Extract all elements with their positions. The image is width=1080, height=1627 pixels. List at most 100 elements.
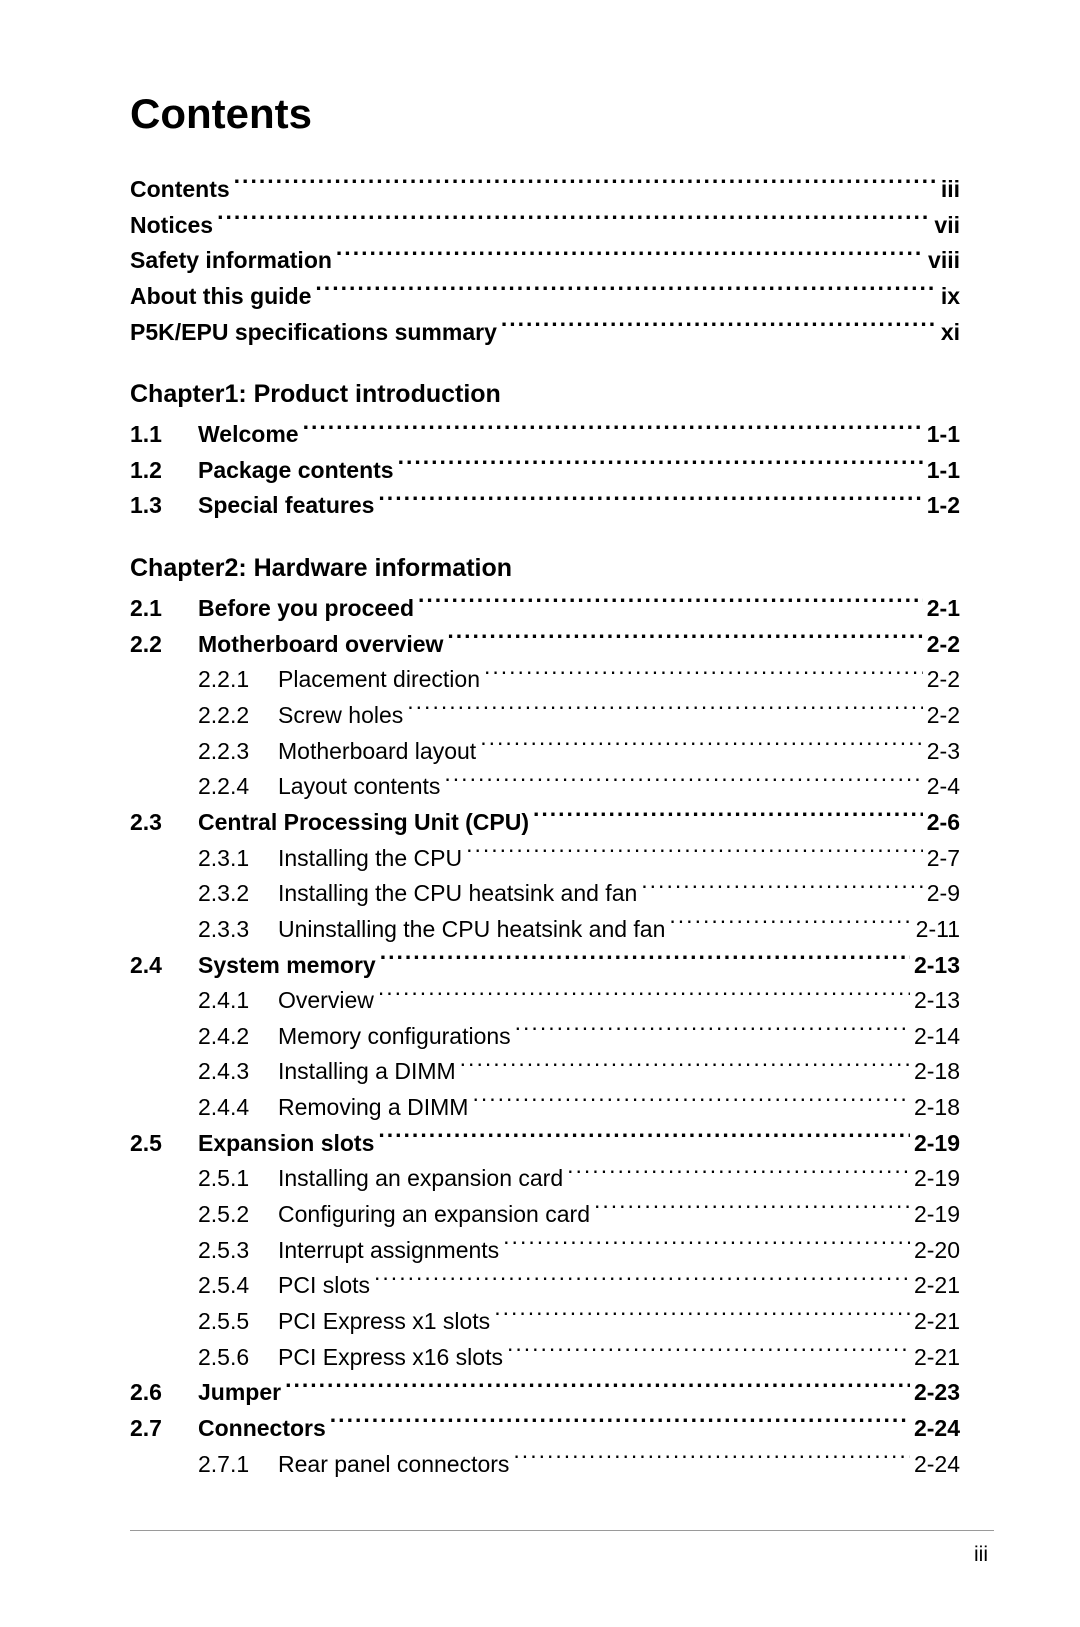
page-title: Contents [130,90,960,138]
toc-number: 2.5 [130,1126,198,1162]
toc-label: Before you proceed [198,591,414,627]
toc-label: Connectors [198,1411,326,1447]
toc-label: Removing a DIMM [278,1090,468,1126]
toc-label: PCI Express x16 slots [278,1340,503,1376]
toc-subnumber: 2.4.2 [198,1019,278,1055]
toc-subnumber: 2.2.1 [198,662,278,698]
toc-label: Configuring an expansion card [278,1197,590,1233]
toc-leader [507,1342,910,1365]
toc-page: 2-18 [914,1054,960,1090]
toc-leader [374,1270,910,1293]
toc-label: Notices [130,208,213,244]
chapters: Chapter1: Product introduction1.1Welcome… [130,380,960,1482]
toc-leader [407,700,922,723]
toc-leader [594,1199,910,1222]
toc-row-sub: 2.4.1Overview2-13 [130,983,960,1019]
toc-number: 2.7 [130,1411,198,1447]
toc-leader [484,664,923,687]
toc-label: Screw holes [278,698,403,734]
toc-number: 1.1 [130,417,198,453]
toc-leader [513,1449,910,1472]
toc-leader [378,1128,910,1151]
toc-page: iii [941,172,960,208]
footer-rule [130,1530,994,1531]
toc-subnumber: 2.4.4 [198,1090,278,1126]
toc-subnumber: 2.3.3 [198,912,278,948]
toc-page: 2-11 [916,912,960,948]
toc-subnumber: 2.4.3 [198,1054,278,1090]
toc-number: 1.2 [130,453,198,489]
toc-row-sub: 2.5.2Configuring an expansion card2-19 [130,1197,960,1233]
toc-label: Safety information [130,243,332,279]
toc-leader [315,281,936,304]
toc-leader [641,878,922,901]
footer-page-number: iii [974,1543,988,1567]
toc-label: Installing an expansion card [278,1161,563,1197]
toc-label: Central Processing Unit (CPU) [198,805,529,841]
toc-page: 2-13 [914,948,960,984]
toc-number: 2.2 [130,627,198,663]
toc-page: 2-2 [927,627,960,663]
toc-row-sub: 2.2.3Motherboard layout2-3 [130,734,960,770]
toc-subnumber: 2.3.1 [198,841,278,877]
toc-row-sub: 2.4.4Removing a DIMM2-18 [130,1090,960,1126]
toc-page: 2-7 [927,841,960,877]
toc-page: 2-4 [927,769,960,805]
toc-leader [472,1092,910,1115]
toc-page: 2-19 [914,1197,960,1233]
toc-leader [285,1377,910,1400]
toc-leader [330,1413,910,1436]
toc-leader [336,245,924,268]
toc-row-sub: 2.7.1Rear panel connectors2-24 [130,1447,960,1483]
toc-row-section: 2.6Jumper2-23 [130,1375,960,1411]
toc-subnumber: 2.5.4 [198,1268,278,1304]
toc-row-front: P5K/EPU specifications summaryxi [130,315,960,351]
toc-label: Installing a DIMM [278,1054,456,1090]
toc-row-front: Noticesvii [130,208,960,244]
toc-subnumber: 2.5.1 [198,1161,278,1197]
toc-leader [418,593,923,616]
toc-label: Memory configurations [278,1019,511,1055]
toc-row-sub: 2.3.2Installing the CPU heatsink and fan… [130,876,960,912]
toc-leader [494,1306,910,1329]
toc-row-section: 2.3Central Processing Unit (CPU)2-6 [130,805,960,841]
toc-label: Special features [198,488,374,524]
toc-leader [380,950,910,973]
toc-leader [447,629,922,652]
toc-row-sub: 2.5.1Installing an expansion card 2-19 [130,1161,960,1197]
toc-label: System memory [198,948,376,984]
toc-number: 2.4 [130,948,198,984]
toc-page: 1-2 [927,488,960,524]
toc-row-section: 2.4System memory 2-13 [130,948,960,984]
toc-row-sub: 2.5.5PCI Express x1 slots2-21 [130,1304,960,1340]
toc-row-sub: 2.3.1Installing the CPU2-7 [130,841,960,877]
toc-row-section: 2.1Before you proceed2-1 [130,591,960,627]
toc-page: ix [941,279,960,315]
toc-page: xi [941,315,960,351]
toc-label: About this guide [130,279,311,315]
toc-page: 2-20 [914,1233,960,1269]
toc-label: Layout contents [278,769,440,805]
toc-page: 2-6 [927,805,960,841]
toc-number: 2.1 [130,591,198,627]
toc-leader [460,1056,910,1079]
toc-number: 2.6 [130,1375,198,1411]
toc-leader [378,985,910,1008]
toc-subnumber: 2.5.3 [198,1233,278,1269]
toc-page: 2-21 [914,1268,960,1304]
toc-row-section: 1.3Special features1-2 [130,488,960,524]
toc-subnumber: 2.4.1 [198,983,278,1019]
toc-row-front: Contentsiii [130,172,960,208]
toc-page: 1-1 [927,417,960,453]
toc-leader [444,771,922,794]
toc-row-sub: 2.3.3Uninstalling the CPU heatsink and f… [130,912,960,948]
toc-label: Overview [278,983,374,1019]
toc-row-sub: 2.5.3Interrupt assignments2-20 [130,1233,960,1269]
toc-row-section: 1.1Welcome1-1 [130,417,960,453]
toc-row-sub: 2.2.2Screw holes2-2 [130,698,960,734]
toc-leader [515,1021,910,1044]
toc-page: 2-19 [914,1161,960,1197]
toc-subnumber: 2.7.1 [198,1447,278,1483]
toc-label: Jumper [198,1375,281,1411]
toc-label: Package contents [198,453,394,489]
